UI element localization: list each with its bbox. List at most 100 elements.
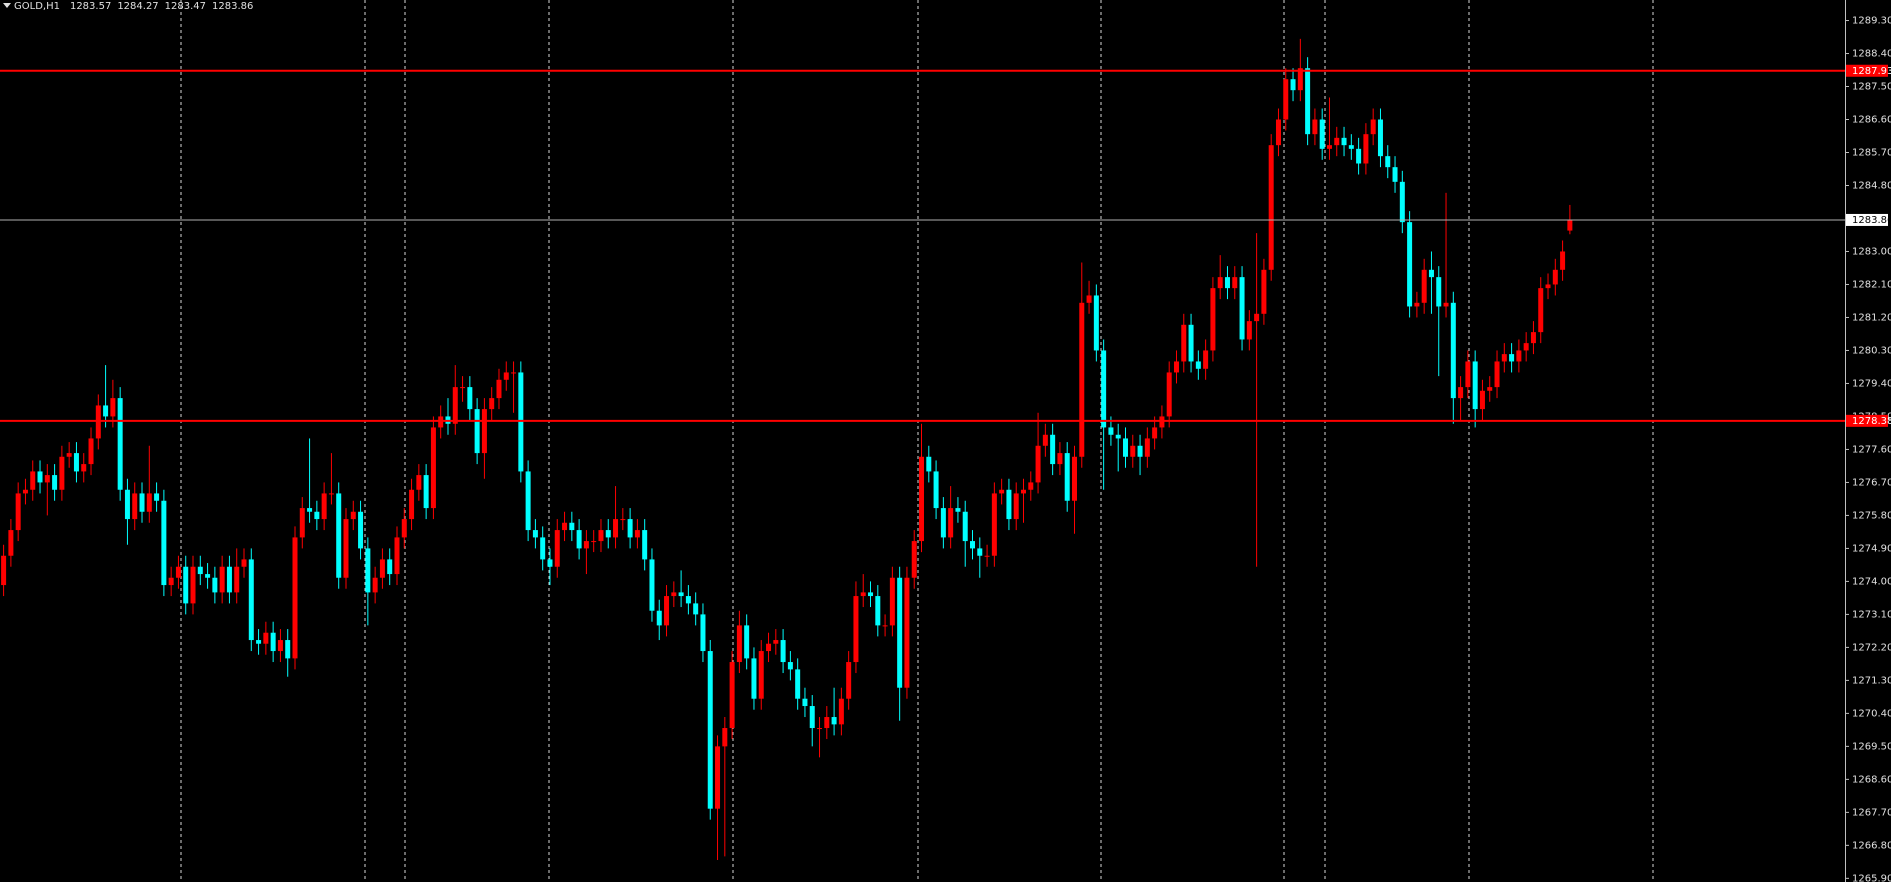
candle-body bbox=[1195, 361, 1201, 369]
candle-body bbox=[285, 640, 291, 659]
candle-body bbox=[889, 577, 895, 626]
candle-body bbox=[1392, 167, 1398, 182]
candle-body bbox=[292, 537, 298, 659]
candle-body bbox=[1152, 427, 1158, 439]
candle-body bbox=[146, 493, 152, 512]
candle-body bbox=[1203, 350, 1209, 369]
y-tick-label: 1268.60 bbox=[1852, 774, 1891, 785]
y-tick-label: 1276.70 bbox=[1852, 477, 1891, 488]
candle-body bbox=[1035, 445, 1041, 483]
y-tick-label: 1288.40 bbox=[1852, 49, 1891, 60]
candle-body bbox=[1071, 456, 1077, 501]
candle-body bbox=[387, 559, 393, 575]
candle-body bbox=[656, 610, 662, 626]
candle-body bbox=[270, 632, 276, 652]
y-tick-label: 1285.70 bbox=[1852, 147, 1891, 158]
candle-body bbox=[481, 409, 487, 454]
candle-body bbox=[110, 398, 116, 417]
candle-body bbox=[554, 530, 560, 567]
candle-body bbox=[328, 493, 334, 495]
candle-body bbox=[911, 541, 917, 578]
candle-body bbox=[350, 511, 356, 520]
candle-body bbox=[358, 511, 364, 549]
candle-body bbox=[955, 508, 961, 512]
candle-body bbox=[1567, 219, 1573, 231]
candle-body bbox=[547, 559, 553, 567]
candle-body bbox=[314, 511, 320, 520]
candle-body bbox=[1399, 181, 1405, 223]
candle-body bbox=[321, 493, 327, 520]
candle-body bbox=[474, 409, 480, 454]
candle-body bbox=[882, 625, 888, 627]
candle-body bbox=[197, 566, 203, 575]
candle-body bbox=[576, 530, 582, 549]
candle-body bbox=[1436, 277, 1442, 307]
candle-body bbox=[467, 387, 473, 410]
candle-body bbox=[562, 522, 568, 531]
header-price: 1283.57 bbox=[70, 1, 111, 12]
y-tick-label: 1281.20 bbox=[1852, 312, 1891, 323]
candle-body bbox=[802, 698, 808, 707]
y-tick-label: 1270.40 bbox=[1852, 708, 1891, 719]
candle-body bbox=[1370, 119, 1376, 135]
candle-body bbox=[168, 577, 174, 586]
candle-body bbox=[1261, 269, 1267, 314]
candle-body bbox=[532, 530, 538, 538]
candle-body bbox=[161, 500, 167, 586]
candle-body bbox=[212, 577, 218, 593]
candle-body bbox=[336, 493, 342, 578]
candle-body bbox=[409, 489, 415, 520]
candle-body bbox=[758, 651, 764, 699]
candle-body bbox=[124, 489, 130, 520]
header-price: 1283.86 bbox=[212, 1, 253, 12]
menu-triangle[interactable] bbox=[3, 3, 11, 8]
candle-body bbox=[970, 541, 976, 549]
candle-body bbox=[591, 541, 597, 543]
candle-body bbox=[1283, 79, 1289, 120]
candle-body bbox=[926, 456, 932, 472]
candle-body bbox=[1050, 434, 1056, 465]
candle-body bbox=[1319, 119, 1325, 149]
candle-body bbox=[1093, 295, 1099, 351]
candle-body bbox=[372, 577, 378, 593]
candle-body bbox=[1108, 427, 1114, 435]
candle-body bbox=[1523, 343, 1529, 351]
candle-body bbox=[605, 530, 611, 538]
y-tick-label: 1274.00 bbox=[1852, 576, 1891, 587]
candle-body bbox=[1137, 445, 1143, 457]
candle-body bbox=[496, 379, 502, 399]
candle-body bbox=[95, 405, 101, 439]
candle-body bbox=[1487, 387, 1493, 391]
last-price-label: 1283.86 bbox=[1852, 215, 1891, 226]
candle-body bbox=[73, 453, 79, 472]
candle-body bbox=[1545, 284, 1551, 289]
candle-body bbox=[919, 456, 925, 542]
candle-body bbox=[736, 625, 742, 663]
candle-body bbox=[722, 728, 728, 747]
candle-body bbox=[868, 592, 874, 597]
candle-body bbox=[511, 372, 517, 374]
candle-body bbox=[219, 566, 225, 593]
candle-body bbox=[729, 662, 735, 729]
candle-body bbox=[1057, 453, 1063, 465]
y-tick-label: 1272.20 bbox=[1852, 642, 1891, 653]
candle-body bbox=[401, 519, 407, 538]
candle-body bbox=[1479, 390, 1485, 410]
candle-body bbox=[1377, 119, 1383, 157]
last-price-box bbox=[1846, 213, 1888, 226]
candle-body bbox=[1326, 145, 1332, 149]
y-tick-label: 1286.60 bbox=[1852, 115, 1891, 126]
candle-body bbox=[460, 387, 466, 389]
candle-body bbox=[1552, 269, 1558, 285]
candle-body bbox=[693, 603, 699, 615]
candle-body bbox=[1122, 438, 1128, 457]
candle-body bbox=[1224, 277, 1230, 289]
y-tick-label: 1289.30 bbox=[1852, 16, 1891, 27]
candle-body bbox=[627, 519, 633, 538]
header-price: 1284.27 bbox=[117, 1, 158, 12]
candle-body bbox=[700, 614, 706, 652]
candle-body bbox=[853, 596, 859, 663]
candle-body bbox=[1494, 361, 1500, 388]
